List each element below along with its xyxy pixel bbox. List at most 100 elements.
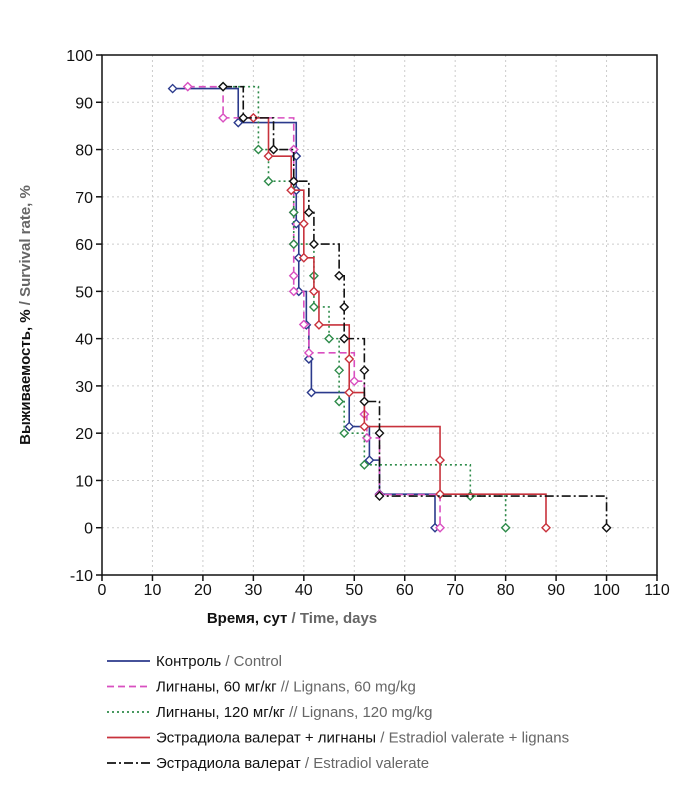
legend-label: Контроль / Control <box>156 653 282 670</box>
data-point-marker <box>435 455 446 466</box>
y-tick-label: -10 <box>70 568 93 585</box>
data-point-marker <box>288 144 299 155</box>
data-point-marker <box>435 522 446 533</box>
data-point-marker <box>298 319 309 330</box>
data-point-marker <box>359 421 370 432</box>
data-point-marker <box>263 176 274 187</box>
x-tick-label: 60 <box>396 582 414 599</box>
series-layer <box>167 81 612 533</box>
data-point-marker <box>298 218 309 229</box>
data-point-marker <box>334 365 345 376</box>
legend-label-ru: Эстрадиола валерат + лигнаны <box>156 730 380 747</box>
data-point-marker <box>288 239 299 250</box>
legend-label-ru: Эстрадиола валерат <box>156 755 305 772</box>
data-point-marker <box>298 252 309 263</box>
ticks: 0 10 20 30 40 50 60 70 80 90 100 110 -10 0 10 20 30 40 50 6… <box>66 48 670 599</box>
series-2 <box>218 81 511 533</box>
x-axis-label: Время, сут / Time, days <box>207 610 377 627</box>
y-tick-label: 0 <box>84 521 93 538</box>
data-point-marker <box>288 270 299 281</box>
legend-label: Лигнаны, 60 мг/кг // Lignans, 60 mg/kg <box>156 679 416 696</box>
series-line <box>253 117 547 528</box>
legend-label-en: // Lignans, 60 mg/kg <box>281 679 416 696</box>
data-point-marker <box>601 522 612 533</box>
y-tick-label: 60 <box>75 237 93 254</box>
y-tick-label: 20 <box>75 426 93 443</box>
x-tick-label: 40 <box>295 582 313 599</box>
data-point-marker <box>374 491 385 502</box>
x-tick-label: 70 <box>446 582 464 599</box>
legend-label-en: // Lignans, 120 mg/kg <box>289 704 432 721</box>
legend-label-ru: Лигнаны, 60 мг/кг <box>156 679 281 696</box>
data-point-marker <box>248 112 259 123</box>
data-point-marker <box>303 347 314 358</box>
data-point-marker <box>182 81 193 92</box>
x-tick-label: 10 <box>144 582 162 599</box>
data-point-marker <box>339 428 350 439</box>
y-tick-label: 90 <box>75 95 93 112</box>
x-tick-label: 50 <box>345 582 363 599</box>
data-point-marker <box>361 432 372 443</box>
y-tick-label: 10 <box>75 473 93 490</box>
data-point-marker <box>349 376 360 387</box>
legend-label-en: / Estradiol valerate <box>305 755 429 772</box>
data-point-marker <box>324 333 335 344</box>
x-tick-label: 30 <box>244 582 262 599</box>
data-point-marker <box>253 144 264 155</box>
data-point-marker <box>238 112 249 123</box>
data-point-marker <box>218 81 229 92</box>
data-point-marker <box>286 185 297 196</box>
y-tick-label: 50 <box>75 284 93 301</box>
data-point-marker <box>435 489 446 500</box>
data-point-marker <box>334 270 345 281</box>
x-tick-label: 90 <box>547 582 565 599</box>
data-point-marker <box>288 176 299 187</box>
y-tick-label: 80 <box>75 143 93 160</box>
data-point-marker <box>308 301 319 312</box>
data-point-marker <box>218 112 229 123</box>
data-point-marker <box>374 428 385 439</box>
legend-label: Эстрадиола валерат / Estradiol valerate <box>156 755 429 772</box>
data-point-marker <box>339 333 350 344</box>
data-point-marker <box>344 353 355 364</box>
data-point-marker <box>364 455 375 466</box>
data-point-marker <box>263 151 274 162</box>
x-tick-label: 110 <box>644 582 670 599</box>
legend: Контроль / Control Лигнаны, 60 мг/кг // L… <box>107 653 569 772</box>
legend-label-ru: Контроль <box>156 653 225 670</box>
data-point-marker <box>344 387 355 398</box>
data-point-marker <box>233 117 244 128</box>
series-line <box>223 85 608 528</box>
data-point-marker <box>288 207 299 218</box>
data-point-marker <box>359 396 370 407</box>
data-point-marker <box>308 286 319 297</box>
x-tick-label: 100 <box>593 582 620 599</box>
data-point-marker <box>344 421 355 432</box>
legend-label-en: / Estradiol valerate + lignans <box>380 730 569 747</box>
y-tick-label: 30 <box>75 379 93 396</box>
data-point-marker <box>359 365 370 376</box>
y-tick-label: 100 <box>66 48 93 65</box>
data-point-marker <box>313 319 324 330</box>
series-3 <box>248 112 551 533</box>
data-point-marker <box>334 396 345 407</box>
legend-label: Эстрадиола валерат + лигнаны / Estradiol… <box>156 730 569 747</box>
legend-label-ru: Лигнаны, 120 мг/кг <box>156 704 289 721</box>
y-axis-label: Выживаемость, % / Survival rate, % <box>17 185 34 445</box>
data-point-marker <box>339 301 350 312</box>
data-point-marker <box>306 387 317 398</box>
data-point-marker <box>288 286 299 297</box>
data-point-marker <box>167 83 178 94</box>
x-tick-label: 20 <box>194 582 212 599</box>
x-tick-label: 80 <box>497 582 515 599</box>
data-point-marker <box>359 459 370 470</box>
x-tick-label: 0 <box>98 582 107 599</box>
data-point-marker <box>500 522 511 533</box>
y-tick-label: 40 <box>75 332 93 349</box>
y-tick-label: 70 <box>75 190 93 207</box>
data-point-marker <box>541 522 551 533</box>
series-4 <box>218 81 612 533</box>
data-point-marker <box>268 144 279 155</box>
